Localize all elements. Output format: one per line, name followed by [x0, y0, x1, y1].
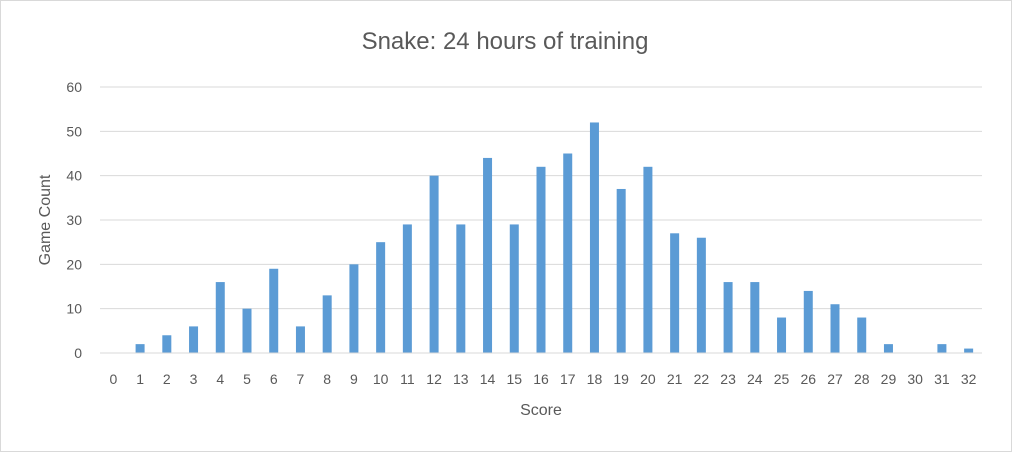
chart-title: Snake: 24 hours of training — [362, 28, 649, 55]
x-tick-label: 10 — [373, 371, 389, 387]
y-axis-label: Game Count — [37, 174, 54, 265]
x-tick-label: 4 — [216, 371, 224, 387]
x-tick-label: 2 — [163, 371, 171, 387]
bar — [242, 308, 252, 353]
bar — [295, 326, 305, 353]
bar — [376, 242, 386, 353]
bar — [883, 344, 893, 353]
bar — [536, 166, 546, 353]
x-tick-label: 16 — [533, 371, 549, 387]
bar — [723, 282, 733, 353]
bar — [964, 348, 974, 353]
y-tick-label: 40 — [66, 168, 82, 184]
bar — [189, 326, 199, 353]
x-tick-label: 7 — [297, 371, 305, 387]
x-tick-label: 0 — [109, 371, 117, 387]
bar — [429, 175, 439, 353]
bar — [135, 344, 145, 353]
x-tick-label: 26 — [800, 371, 816, 387]
bar — [857, 317, 867, 353]
x-tick-label: 19 — [613, 371, 629, 387]
x-tick-label: 1 — [136, 371, 144, 387]
y-tick-label: 20 — [66, 256, 82, 272]
bar — [670, 233, 680, 353]
y-tick-label: 60 — [66, 79, 82, 95]
x-tick-label: 14 — [480, 371, 496, 387]
bars — [135, 122, 974, 353]
x-tick-label: 20 — [640, 371, 656, 387]
bar — [777, 317, 787, 353]
x-tick-label: 9 — [350, 371, 358, 387]
y-axis-ticks: 0 10 20 30 40 50 60 — [66, 79, 82, 361]
x-tick-label: 23 — [720, 371, 736, 387]
y-tick-label: 10 — [66, 301, 82, 317]
bar — [750, 282, 760, 353]
bar — [643, 166, 653, 353]
x-tick-label: 18 — [587, 371, 603, 387]
x-tick-label: 17 — [560, 371, 576, 387]
x-tick-label: 11 — [400, 371, 415, 387]
bar — [162, 335, 172, 353]
y-tick-label: 30 — [66, 212, 82, 228]
x-tick-label: 28 — [854, 371, 870, 387]
bar — [402, 224, 412, 353]
bar — [696, 237, 706, 353]
bar — [483, 157, 493, 353]
x-tick-label: 13 — [453, 371, 469, 387]
y-tick-label: 0 — [74, 345, 82, 361]
bar — [937, 344, 947, 353]
x-tick-label: 21 — [667, 371, 683, 387]
bar — [616, 188, 626, 353]
bar — [563, 153, 573, 353]
x-tick-label: 29 — [881, 371, 897, 387]
x-tick-label: 5 — [243, 371, 251, 387]
x-tick-label: 3 — [190, 371, 198, 387]
x-tick-label: 8 — [323, 371, 331, 387]
x-tick-label: 24 — [747, 371, 763, 387]
x-tick-label: 31 — [934, 371, 950, 387]
x-tick-label: 27 — [827, 371, 843, 387]
x-tick-label: 22 — [694, 371, 710, 387]
bar — [803, 290, 813, 353]
x-tick-label: 15 — [506, 371, 522, 387]
x-axis-label: Score — [520, 402, 562, 419]
bar — [269, 268, 279, 353]
bar — [215, 282, 225, 353]
x-axis-ticks: 0 1 2 3 4 5 6 7 8 9 10 11 12 13 14 15 16 17 18 19 20 21 22 23 24… — [109, 371, 976, 387]
x-tick-label: 32 — [961, 371, 977, 387]
x-tick-label: 30 — [907, 371, 923, 387]
bar — [589, 122, 599, 353]
bar — [830, 304, 840, 353]
y-tick-label: 50 — [66, 123, 82, 139]
bar — [322, 295, 332, 353]
bar — [509, 224, 519, 353]
x-tick-label: 12 — [426, 371, 442, 387]
x-tick-label: 25 — [774, 371, 790, 387]
x-tick-label: 6 — [270, 371, 278, 387]
bar — [349, 264, 359, 353]
bar — [456, 224, 466, 353]
